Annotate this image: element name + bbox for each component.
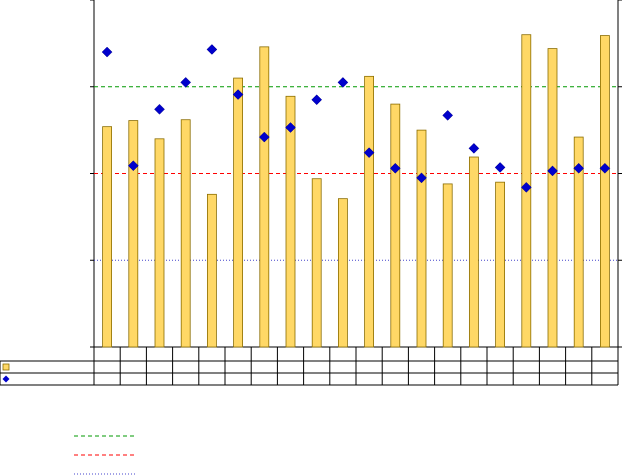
bar-9 [311, 178, 322, 348]
bar-2 [128, 120, 139, 348]
bar-8 [285, 95, 296, 348]
marker-point-15 [468, 142, 480, 154]
marker-point-9 [311, 94, 323, 106]
marker-point-3 [154, 103, 165, 115]
marker-point-7 [258, 131, 270, 143]
marker-point-2 [127, 160, 139, 172]
marker-point-14 [442, 110, 454, 121]
bar-12 [390, 103, 401, 348]
marker-point-18 [547, 165, 558, 177]
table-symbol-diamond [2, 375, 10, 383]
bar-11 [364, 75, 375, 348]
bar-16 [495, 181, 506, 348]
marker-point-6 [232, 89, 244, 100]
marker-point-13 [416, 172, 427, 184]
marker-point-12 [389, 162, 401, 174]
bar-14 [442, 183, 453, 348]
bar-13 [416, 129, 427, 348]
bar-5 [206, 193, 217, 348]
marker-point-1 [101, 46, 113, 58]
bar-18 [547, 48, 558, 348]
marker-point-16 [494, 162, 506, 173]
marker-point-20 [599, 162, 611, 174]
bar-10 [337, 198, 348, 348]
bar-3 [154, 138, 165, 348]
marker-point-8 [285, 122, 296, 133]
marker-point-10 [337, 77, 349, 88]
marker-point-17 [520, 182, 532, 193]
bar-1 [102, 126, 112, 348]
marker-point-5 [206, 44, 218, 55]
table-symbol-bar [2, 363, 10, 371]
marker-point-11 [363, 147, 375, 159]
bar-15 [468, 156, 479, 348]
bar-4 [180, 119, 191, 348]
bar-6 [233, 77, 244, 348]
bar-7 [259, 46, 270, 348]
bar-19 [573, 136, 584, 348]
bar-20 [600, 35, 610, 348]
marker-point-19 [573, 162, 585, 174]
marker-point-4 [180, 77, 192, 88]
